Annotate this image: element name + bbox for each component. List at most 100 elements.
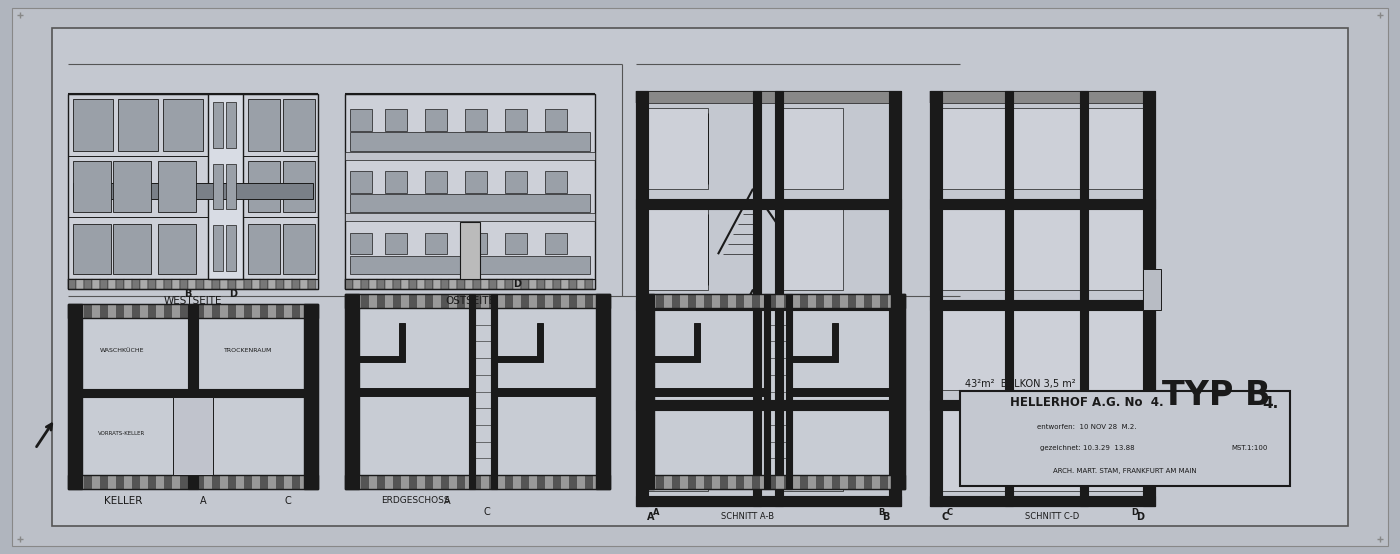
Bar	[155, 475, 164, 489]
Bar	[350, 171, 372, 193]
Bar	[832, 323, 839, 362]
Bar	[73, 99, 113, 151]
Bar	[385, 233, 407, 254]
Bar	[370, 294, 377, 308]
Bar	[155, 304, 164, 318]
Bar	[409, 294, 417, 308]
Bar	[69, 304, 76, 318]
Bar	[125, 279, 132, 289]
Bar	[848, 475, 855, 489]
Text: C: C	[284, 496, 291, 506]
Bar	[713, 475, 720, 489]
Bar	[417, 294, 426, 308]
Bar	[792, 356, 832, 362]
Bar	[713, 294, 720, 308]
Bar	[99, 279, 108, 289]
Bar	[825, 294, 832, 308]
Bar	[752, 294, 760, 308]
Bar	[785, 294, 792, 489]
Bar	[1142, 91, 1155, 506]
Bar	[248, 161, 280, 212]
Text: KELLER: KELLER	[104, 496, 143, 506]
Bar	[344, 294, 353, 308]
Bar	[769, 294, 776, 308]
Bar	[237, 279, 244, 289]
Bar	[228, 304, 237, 318]
Bar	[284, 304, 293, 318]
Text: OBERGESCHOSS: OBERGESCHOSS	[672, 496, 748, 505]
Bar	[108, 475, 116, 489]
Text: entworfen:  10 NOV 28  M.2.: entworfen: 10 NOV 28 M.2.	[1037, 424, 1137, 430]
Bar	[1088, 108, 1142, 189]
Bar	[942, 108, 1005, 189]
Bar	[640, 294, 648, 308]
Text: A: A	[647, 512, 655, 522]
Text: 4.: 4.	[1261, 396, 1278, 411]
Text: MST.1:100: MST.1:100	[1232, 445, 1268, 451]
Bar	[92, 279, 99, 289]
Bar	[654, 388, 764, 396]
Bar	[140, 304, 148, 318]
Text: C: C	[946, 508, 953, 517]
Bar	[505, 475, 512, 489]
Bar	[736, 294, 743, 308]
Bar	[181, 304, 188, 318]
Bar	[585, 294, 594, 308]
Bar	[377, 294, 385, 308]
Bar	[69, 304, 83, 489]
Bar	[399, 323, 405, 362]
Bar	[636, 300, 902, 310]
Bar	[1088, 209, 1142, 290]
Bar	[881, 475, 888, 489]
Bar	[680, 475, 687, 489]
Bar	[473, 294, 482, 308]
Bar	[816, 475, 825, 489]
Bar	[237, 304, 244, 318]
Bar	[864, 294, 872, 308]
Bar	[648, 108, 708, 189]
Bar	[764, 294, 770, 489]
Bar	[491, 294, 497, 489]
Bar	[174, 397, 213, 475]
Bar	[896, 475, 904, 489]
Text: TROCKENRAUM: TROCKENRAUM	[224, 348, 272, 353]
Bar	[426, 233, 447, 254]
Bar	[164, 279, 172, 289]
Bar	[505, 110, 526, 131]
Bar	[148, 304, 155, 318]
Bar	[577, 294, 585, 308]
Bar	[441, 279, 449, 289]
Bar	[640, 294, 904, 308]
Bar	[784, 475, 792, 489]
Bar	[696, 294, 704, 308]
Bar	[648, 475, 657, 489]
Text: A: A	[200, 496, 206, 506]
Bar	[108, 304, 116, 318]
Bar	[505, 171, 526, 193]
Text: A: A	[739, 496, 745, 506]
Bar	[350, 255, 589, 274]
Bar	[545, 475, 553, 489]
Bar	[864, 475, 872, 489]
Bar	[529, 294, 538, 308]
Bar	[148, 475, 155, 489]
Bar	[140, 475, 148, 489]
Bar	[489, 475, 497, 489]
Bar	[350, 110, 372, 131]
Bar	[872, 475, 881, 489]
Bar	[568, 294, 577, 308]
Bar	[808, 475, 816, 489]
Text: VORRATS-KELLER: VORRATS-KELLER	[98, 431, 146, 436]
Bar	[930, 91, 1155, 506]
Bar	[545, 171, 567, 193]
Bar	[213, 225, 223, 271]
Bar	[433, 294, 441, 308]
Bar	[529, 279, 538, 289]
Bar	[225, 102, 237, 148]
Text: ARCH. MART. STAM, FRANKFURT AM MAIN: ARCH. MART. STAM, FRANKFURT AM MAIN	[1053, 468, 1197, 474]
Bar	[561, 475, 568, 489]
Bar	[155, 279, 164, 289]
Bar	[840, 475, 848, 489]
Bar	[385, 475, 393, 489]
Bar	[888, 294, 896, 308]
